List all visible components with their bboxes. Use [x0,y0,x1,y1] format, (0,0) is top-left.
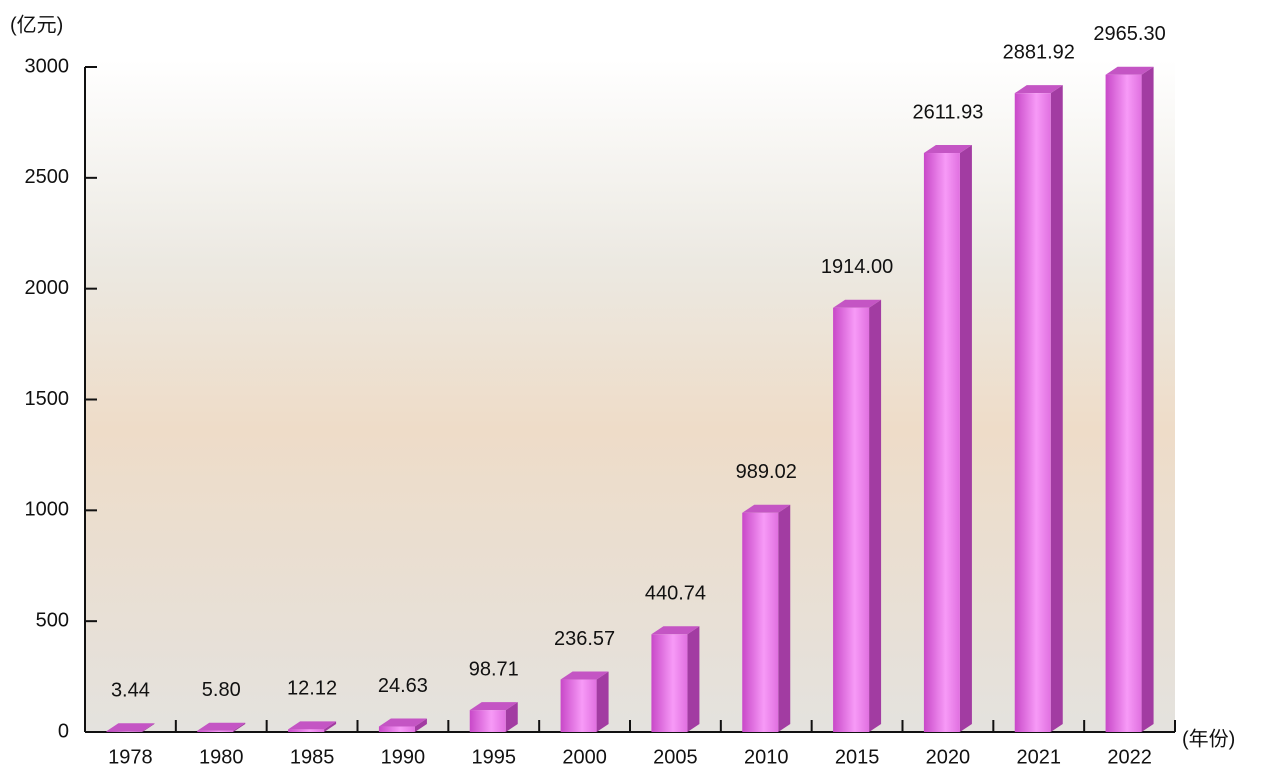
value-label: 236.57 [554,628,615,650]
bar-front [106,731,142,732]
x-tick-label: 2005 [653,746,698,768]
chart: (亿元) (年份) 0 500 1000 1500 2000 2500 3000 1978 3.… [0,0,1264,770]
bar-front [1015,93,1051,732]
bar-front [742,513,778,732]
x-tick-label: 2010 [744,746,789,768]
x-tick-label: 2021 [1017,746,1062,768]
y-tick-label: 2500 [25,166,70,188]
bar [470,702,518,732]
x-tick-label: 2020 [926,746,971,768]
bar-side [597,672,609,732]
x-tick-label: 2022 [1107,746,1152,768]
bar-front [561,680,597,732]
bar-side [1142,67,1154,732]
x-tick-label: 2000 [562,746,607,768]
x-axis-label: (年份) [1182,727,1235,750]
x-tick-label: 1985 [290,746,335,768]
bar-front [833,308,869,732]
y-tick-label: 1500 [25,388,70,410]
bar-front [197,731,233,732]
bar-front [470,710,506,732]
x-tick-label: 1980 [199,746,244,768]
bar [742,505,790,732]
bar [833,300,881,732]
y-tick-label: 3000 [25,55,70,77]
bar-front [288,729,324,732]
value-label: 440.74 [645,583,706,605]
x-tick-label: 1978 [108,746,153,768]
x-tick-label: 1990 [381,746,426,768]
bar-side [960,145,972,732]
value-label: 12.12 [287,678,337,700]
value-label: 3.44 [111,680,150,702]
bar-side [687,626,699,732]
bar-front [651,634,687,732]
value-label: 1914.00 [821,256,893,278]
value-label: 5.80 [202,679,241,701]
value-label: 2881.92 [1003,41,1075,63]
bar-front [379,727,415,732]
value-label: 98.71 [469,658,519,680]
value-label: 989.02 [736,461,797,483]
y-axis-label: (亿元) [10,13,63,36]
value-label: 24.63 [378,675,428,697]
y-tick-label: 1000 [25,499,70,521]
bar-side [869,300,881,732]
y-tick-label: 0 [58,720,69,742]
background-photo [85,60,1175,732]
bar-front [924,153,960,732]
x-tick-label: 1995 [472,746,517,768]
bar-side [1051,85,1063,732]
bar [1106,67,1154,732]
bar-side [778,505,790,732]
bar [1015,85,1063,732]
value-label: 2611.93 [913,101,984,123]
bar [924,145,972,732]
x-tick-label: 2015 [835,746,880,768]
y-tick-label: 2000 [25,277,70,299]
bar-front [1106,75,1142,732]
bar [561,672,609,732]
bar [651,626,699,732]
value-label: 2965.30 [1093,23,1165,45]
y-tick-label: 500 [36,609,69,631]
